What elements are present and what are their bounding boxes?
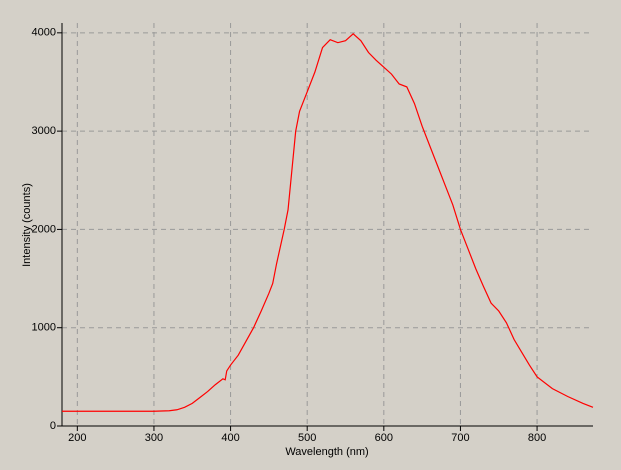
y-tick-label: 1000 [32, 322, 56, 334]
x-axis-label: Wavelength (nm) [285, 446, 368, 458]
x-tick-label: 500 [298, 432, 316, 444]
x-tick-label: 600 [375, 432, 393, 444]
x-tick-label: 700 [451, 432, 469, 444]
x-tick-label: 200 [68, 432, 86, 444]
x-tick-label: 300 [145, 432, 163, 444]
y-tick-label: 0 [50, 420, 56, 432]
x-tick-label: 400 [221, 432, 239, 444]
y-axis-label: Intensity (counts) [21, 183, 33, 267]
data-line [62, 33, 594, 412]
y-tick-label: 2000 [32, 223, 56, 235]
y-tick-label: 3000 [32, 125, 56, 137]
x-tick-label: 800 [528, 432, 546, 444]
y-tick-label: 4000 [32, 27, 56, 39]
